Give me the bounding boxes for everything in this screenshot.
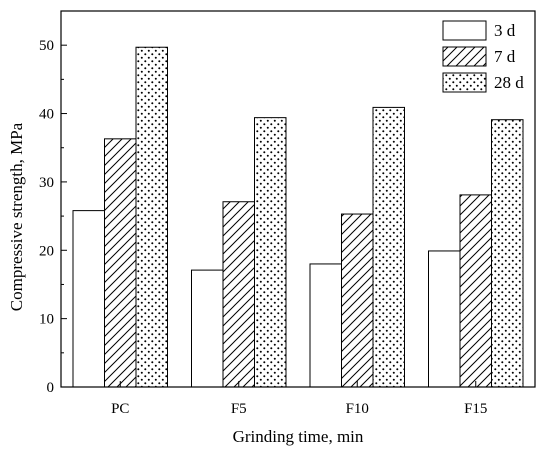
x-tick-label-F10: F10 bbox=[346, 401, 369, 417]
bar-3d-F5 bbox=[191, 269, 224, 388]
legend-swatch-3d bbox=[442, 20, 487, 41]
bar-7d-F15 bbox=[459, 194, 492, 388]
bar-28d-F15 bbox=[491, 119, 524, 388]
y-tick-label: 20 bbox=[39, 243, 54, 259]
bar-28d-PC bbox=[135, 46, 168, 388]
legend: 3 d 7 d 28 d bbox=[442, 20, 524, 93]
x-tick-label-F15: F15 bbox=[464, 401, 487, 417]
bar-7d-F10 bbox=[341, 213, 374, 388]
bar-28d-F5 bbox=[254, 117, 287, 388]
bar-7d-F5 bbox=[222, 201, 255, 388]
axis-ticks: 0 10 20 30 40 50 PC F5 F10 F15 bbox=[39, 38, 487, 417]
x-tick-label-PC: PC bbox=[111, 401, 129, 417]
x-axis-title: Grinding time, min bbox=[233, 427, 364, 446]
y-tick-label: 0 bbox=[47, 380, 55, 396]
legend-label-3d: 3 d bbox=[494, 21, 516, 40]
y-axis-title: Compressive strength, MPa bbox=[7, 122, 26, 311]
bar-3d-F15 bbox=[428, 250, 461, 388]
y-tick-label: 10 bbox=[39, 312, 54, 328]
legend-swatch-7d bbox=[442, 46, 487, 67]
legend-swatch-28d bbox=[442, 72, 487, 93]
plot-frame bbox=[60, 10, 536, 388]
bar-3d-F10 bbox=[309, 263, 342, 388]
legend-label-7d: 7 d bbox=[494, 47, 516, 66]
bars-group bbox=[72, 46, 524, 388]
legend-label-28d: 28 d bbox=[494, 73, 524, 92]
bar-3d-PC bbox=[72, 210, 105, 388]
y-tick-label: 50 bbox=[39, 38, 54, 54]
y-tick-label: 40 bbox=[39, 107, 54, 123]
bar-7d-PC bbox=[104, 138, 137, 388]
x-tick-label-F5: F5 bbox=[231, 401, 247, 417]
y-tick-label: 30 bbox=[39, 175, 54, 191]
bar-28d-F10 bbox=[372, 106, 405, 388]
